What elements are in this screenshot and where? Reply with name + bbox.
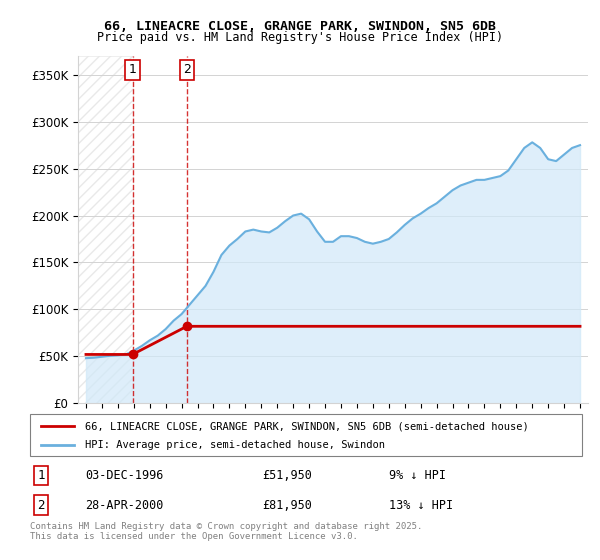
Text: 03-DEC-1996: 03-DEC-1996 bbox=[85, 469, 164, 482]
Text: 2: 2 bbox=[183, 63, 191, 76]
Text: 28-APR-2000: 28-APR-2000 bbox=[85, 498, 164, 512]
Text: 2: 2 bbox=[37, 498, 45, 512]
Text: 66, LINEACRE CLOSE, GRANGE PARK, SWINDON, SN5 6DB (semi-detached house): 66, LINEACRE CLOSE, GRANGE PARK, SWINDON… bbox=[85, 421, 529, 431]
Text: 1: 1 bbox=[128, 63, 136, 76]
Text: 9% ↓ HPI: 9% ↓ HPI bbox=[389, 469, 446, 482]
Text: Price paid vs. HM Land Registry's House Price Index (HPI): Price paid vs. HM Land Registry's House … bbox=[97, 31, 503, 44]
Text: Contains HM Land Registry data © Crown copyright and database right 2025.
This d: Contains HM Land Registry data © Crown c… bbox=[30, 522, 422, 542]
Polygon shape bbox=[78, 56, 133, 403]
FancyBboxPatch shape bbox=[30, 414, 582, 456]
Text: £51,950: £51,950 bbox=[262, 469, 312, 482]
Text: £81,950: £81,950 bbox=[262, 498, 312, 512]
Text: 1: 1 bbox=[37, 469, 45, 482]
Text: 66, LINEACRE CLOSE, GRANGE PARK, SWINDON, SN5 6DB: 66, LINEACRE CLOSE, GRANGE PARK, SWINDON… bbox=[104, 20, 496, 32]
Text: HPI: Average price, semi-detached house, Swindon: HPI: Average price, semi-detached house,… bbox=[85, 440, 385, 450]
Text: 13% ↓ HPI: 13% ↓ HPI bbox=[389, 498, 453, 512]
